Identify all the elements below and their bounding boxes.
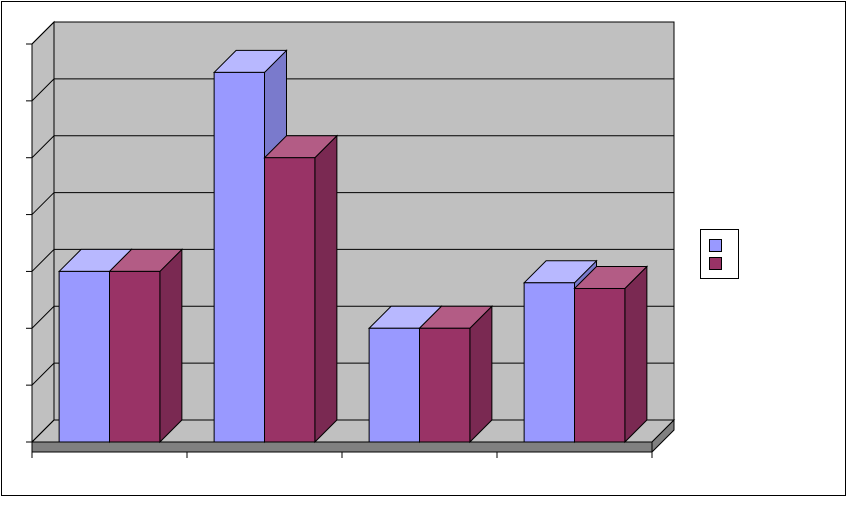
- legend-swatch: [709, 257, 722, 270]
- legend-item: [709, 254, 728, 272]
- legend: [700, 229, 739, 279]
- chart-stage: [0, 0, 846, 506]
- legend-swatch: [709, 239, 722, 252]
- legend-item: [709, 236, 728, 254]
